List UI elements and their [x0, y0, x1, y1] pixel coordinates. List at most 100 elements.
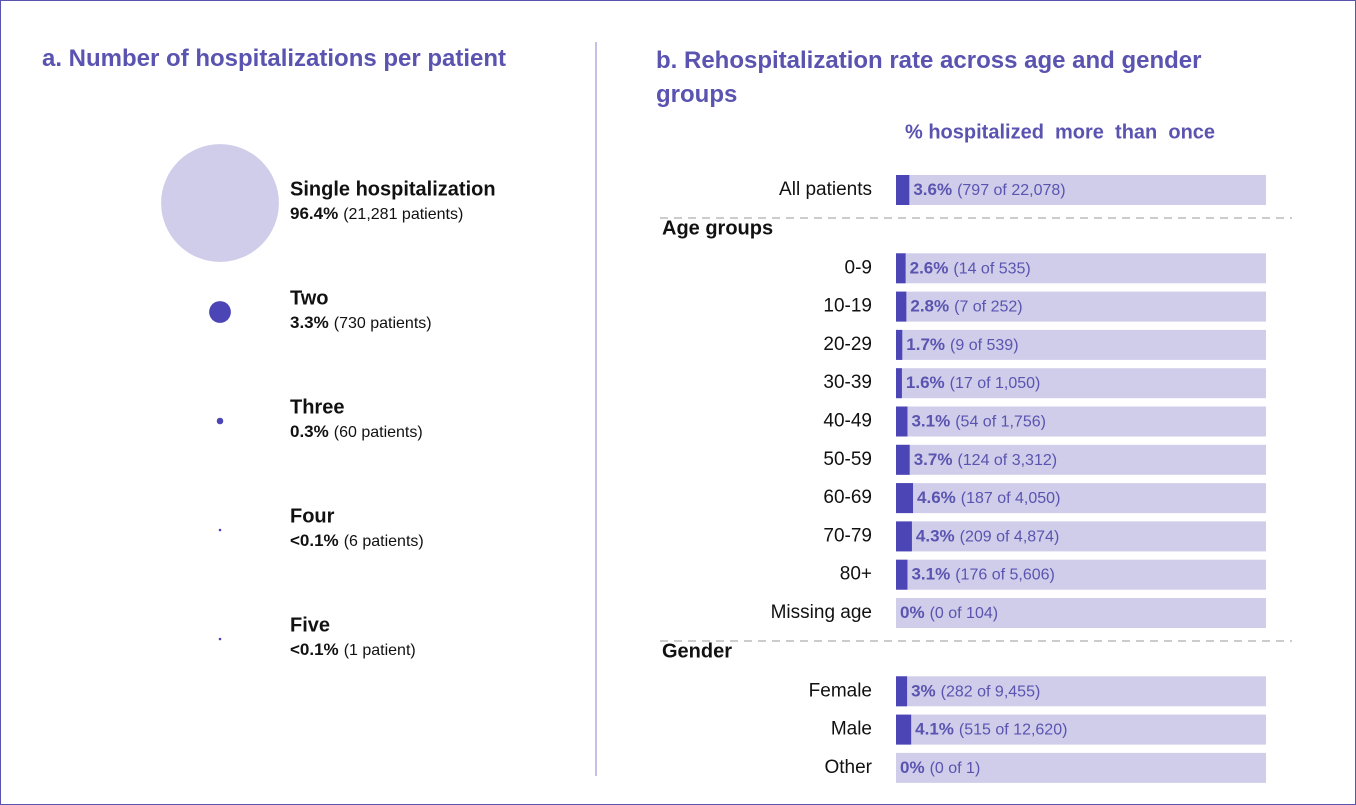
- note: (0 of 1): [930, 760, 981, 777]
- value-text: <0.1% (6 patients): [290, 531, 424, 550]
- bar-track: [896, 483, 1266, 514]
- bubble: [209, 301, 231, 323]
- value-label: <0.1%: [290, 531, 339, 550]
- value-text: 2.6% (14 of 535): [910, 259, 1031, 278]
- category-label: Male: [831, 719, 872, 740]
- bar-track: [896, 676, 1266, 707]
- category-label: Other: [824, 757, 872, 778]
- category-label: 80+: [840, 564, 872, 585]
- bar-track: [896, 329, 1266, 360]
- value-label: 0%: [900, 603, 925, 622]
- value-text: <0.1% (1 patient): [290, 640, 416, 659]
- value-label: 3.1%: [911, 565, 950, 584]
- value-text: 2.8% (7 of 252): [910, 297, 1022, 316]
- value-label: 4.1%: [915, 720, 954, 739]
- note: (17 of 1,050): [950, 375, 1041, 392]
- panel-b-title: b. Rehospitalization rate across age and…: [656, 47, 1202, 108]
- bar: [896, 521, 912, 552]
- note: (54 of 1,756): [955, 414, 1046, 431]
- category-label: 40-49: [823, 411, 872, 432]
- bar: [896, 329, 903, 360]
- value-text: 0.3% (60 patients): [290, 422, 423, 441]
- value-label: <0.1%: [290, 640, 339, 659]
- bar: [896, 483, 914, 514]
- bar-track: [896, 598, 1266, 628]
- bar-track: [896, 752, 1266, 783]
- panel-a-title: a. Number of hospitalizations per patien…: [42, 45, 507, 72]
- bar: [896, 291, 907, 322]
- bar-track: [896, 444, 1266, 475]
- bar-track: [896, 253, 1266, 284]
- note: (14 of 535): [953, 261, 1030, 278]
- note: (124 of 3,312): [957, 452, 1057, 469]
- value-label: 3.6%: [913, 180, 952, 199]
- bar: [896, 559, 908, 590]
- bubble: [218, 637, 222, 641]
- bar-track: [896, 521, 1266, 552]
- value-text: 4.6% (187 of 4,050): [917, 489, 1060, 508]
- value-label: 0%: [900, 758, 925, 777]
- category-label: Four: [290, 505, 335, 527]
- value-label: 0.3%: [290, 422, 329, 441]
- value-text: 3.3% (730 patients): [290, 313, 432, 332]
- note: (730 patients): [334, 315, 432, 332]
- category-label: 30-39: [823, 372, 872, 393]
- value-label: 3.1%: [911, 412, 950, 431]
- note: (282 of 9,455): [941, 684, 1041, 701]
- category-label: All patients: [779, 179, 872, 200]
- note: (797 of 22,078): [957, 182, 1066, 199]
- bar: [896, 714, 912, 745]
- value-label: 96.4%: [290, 204, 338, 223]
- bar-track: [896, 368, 1266, 399]
- value-label: 4.6%: [917, 489, 956, 508]
- bar-track: [896, 714, 1266, 745]
- value-label: 1.7%: [906, 335, 945, 354]
- category-label: Five: [290, 614, 330, 636]
- category-label: 20-29: [823, 334, 872, 355]
- value-text: 1.6% (17 of 1,050): [906, 374, 1040, 393]
- bar: [896, 406, 908, 437]
- bubble: [161, 144, 279, 262]
- category-label: Single hospitalization: [290, 178, 496, 200]
- category-label: Missing age: [771, 602, 872, 623]
- value-text: 3.7% (124 of 3,312): [914, 450, 1057, 469]
- value-label: 1.6%: [906, 374, 945, 393]
- value-label: 2.6%: [910, 259, 949, 278]
- value-text: 0% (0 of 1): [900, 758, 980, 777]
- value-text: 96.4% (21,281 patients): [290, 204, 463, 223]
- bar: [896, 676, 908, 707]
- value-text: 3.6% (797 of 22,078): [913, 180, 1065, 199]
- value-text: 1.7% (9 of 539): [906, 335, 1018, 354]
- note: (187 of 4,050): [961, 490, 1061, 507]
- bar: [896, 368, 902, 399]
- category-label: 0-9: [845, 257, 872, 278]
- note: (9 of 539): [950, 337, 1018, 354]
- category-label: 50-59: [823, 449, 872, 470]
- note: (21,281 patients): [343, 206, 463, 223]
- category-label: 70-79: [823, 525, 872, 546]
- value-text: 4.1% (515 of 12,620): [915, 720, 1067, 739]
- bar: [896, 444, 910, 475]
- bar-track: [896, 559, 1266, 590]
- note: (60 patients): [334, 424, 423, 441]
- value-label: 2.8%: [910, 297, 949, 316]
- note: (1 patient): [344, 642, 416, 659]
- category-label: 10-19: [823, 296, 872, 317]
- value-text: 0% (0 of 104): [900, 603, 998, 622]
- bubble: [218, 528, 222, 532]
- value-text: 3.1% (54 of 1,756): [911, 412, 1045, 431]
- value-label: 4.3%: [916, 527, 955, 546]
- bar-track: [896, 175, 1266, 205]
- value-label: 3.7%: [914, 450, 953, 469]
- bar: [896, 253, 906, 284]
- value-text: 3.1% (176 of 5,606): [911, 565, 1054, 584]
- category-label: Three: [290, 396, 344, 418]
- value-text: 4.3% (209 of 4,874): [916, 527, 1059, 546]
- note: (7 of 252): [954, 299, 1022, 316]
- note: (176 of 5,606): [955, 567, 1055, 584]
- note: (209 of 4,874): [960, 529, 1060, 546]
- bar: [896, 175, 910, 205]
- category-label: 60-69: [823, 487, 872, 508]
